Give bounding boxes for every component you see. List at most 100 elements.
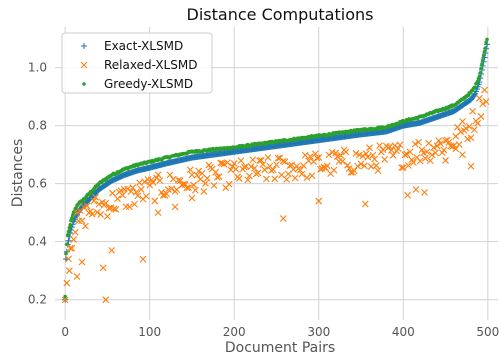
relaxed-point: [361, 162, 368, 170]
relaxed-point: [92, 193, 99, 201]
relaxed-point: [246, 172, 253, 180]
relaxed-point: [163, 190, 170, 198]
relaxed-point: [274, 154, 282, 162]
greedy-point: [473, 85, 477, 90]
legend-exact-marker: [81, 43, 87, 49]
legend-label: Greedy-XLSMD: [104, 77, 193, 91]
greedy-point: [480, 58, 485, 62]
greedy-point: [482, 49, 487, 54]
relaxed-point: [141, 178, 149, 186]
relaxed-point: [416, 157, 424, 165]
relaxed-point: [220, 160, 228, 168]
relaxed-point: [159, 191, 167, 199]
relaxed-point: [308, 172, 316, 180]
relaxed-point: [78, 217, 86, 224]
chart-title: Distance Computations: [187, 5, 374, 24]
relaxed-point: [232, 165, 240, 173]
data-points: [61, 37, 491, 304]
relaxed-point: [197, 175, 204, 183]
relaxed-point: [415, 138, 422, 146]
greedy-point: [477, 74, 482, 79]
relaxed-point: [482, 98, 490, 106]
relaxed-point: [296, 166, 304, 174]
tick-labels: 0 100 200 300 400 500 0.2 0.4 0.6 0.8 1.0: [28, 61, 499, 339]
relaxed-point: [95, 200, 103, 208]
relaxed-point: [109, 189, 116, 197]
relaxed-point: [339, 157, 346, 165]
relaxed-point: [437, 140, 444, 148]
relaxed-point: [230, 160, 238, 167]
relaxed-point: [469, 107, 477, 115]
relaxed-point: [421, 188, 428, 196]
y-tick-label: 1.0: [28, 61, 47, 75]
relaxed-point: [412, 186, 420, 193]
x-tick-label: 200: [223, 325, 246, 339]
relaxed-point: [369, 151, 377, 159]
relaxed-point: [470, 126, 478, 134]
relaxed-point: [404, 162, 412, 169]
relaxed-point: [425, 139, 433, 147]
relaxed-point: [342, 148, 350, 156]
relaxed-point: [364, 153, 372, 161]
x-tick-label: 500: [476, 325, 499, 339]
y-tick-label: 0.2: [28, 293, 47, 307]
relaxed-point: [257, 156, 265, 164]
relaxed-point: [82, 222, 89, 230]
relaxed-point: [401, 151, 409, 159]
greedy-point: [63, 294, 67, 299]
relaxed-point: [65, 267, 73, 275]
relaxed-point: [88, 210, 96, 218]
relaxed-point: [315, 197, 323, 205]
relaxed-point: [126, 203, 133, 211]
relaxed-point: [175, 176, 182, 184]
greedy-point: [70, 216, 74, 220]
relaxed-point: [325, 151, 333, 159]
relaxed-point: [200, 188, 208, 195]
relaxed-point: [481, 86, 488, 94]
relaxed-point: [73, 273, 81, 280]
relaxed-point: [71, 228, 79, 236]
relaxed-point: [330, 166, 338, 174]
relaxed-point: [467, 162, 475, 170]
relaxed-point: [313, 154, 321, 162]
relaxed-point: [139, 255, 147, 263]
relaxed-point: [99, 264, 107, 272]
relaxed-point: [410, 159, 417, 166]
relaxed-point: [262, 175, 270, 183]
relaxed-point: [242, 163, 250, 170]
relaxed-point: [303, 174, 311, 182]
relaxed-point: [264, 154, 272, 161]
relaxed-point: [271, 175, 279, 183]
relaxed-point: [298, 170, 306, 178]
relaxed-point: [361, 200, 369, 208]
relaxed-point: [442, 137, 449, 145]
legend-label: Relaxed-XLSMD: [104, 58, 197, 72]
relaxed-point: [108, 246, 116, 254]
relaxed-point: [83, 202, 91, 210]
relaxed-point: [474, 119, 482, 127]
relaxed-point: [399, 164, 407, 172]
relaxed-point: [301, 151, 309, 159]
relaxed-point: [423, 148, 431, 156]
relaxed-point: [166, 171, 174, 179]
relaxed-point: [279, 215, 287, 222]
y-tick-label: 0.4: [28, 235, 47, 249]
relaxed-point: [465, 123, 473, 130]
x-tick-label: 0: [61, 325, 69, 339]
relaxed-point: [240, 163, 248, 171]
relaxed-point: [352, 149, 360, 157]
legend-relaxed-marker: [80, 61, 88, 69]
relaxed-point: [432, 149, 439, 157]
relaxed-point: [119, 191, 127, 199]
relaxed-point: [315, 154, 323, 161]
relaxed-point: [479, 100, 487, 108]
relaxed-point: [129, 184, 137, 192]
relaxed-point: [73, 209, 81, 217]
relaxed-point: [332, 149, 340, 157]
relaxed-point: [63, 279, 71, 287]
relaxed-point: [151, 197, 159, 205]
relaxed-point: [452, 145, 460, 153]
relaxed-point: [269, 166, 277, 174]
greedy-point: [478, 71, 483, 75]
relaxed-point: [237, 157, 245, 165]
